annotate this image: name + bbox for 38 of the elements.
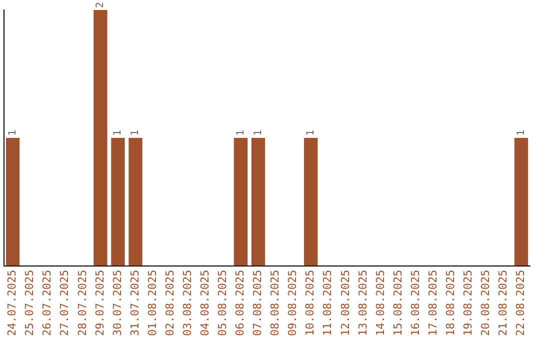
data-label: 2 <box>95 2 106 8</box>
x-tick-label: 02.08.2025 <box>163 270 176 336</box>
x-tick-label: 10.08.2025 <box>304 270 317 336</box>
x-tick-label: 12.08.2025 <box>338 270 352 336</box>
x-tick-label: 17.08.2025 <box>426 270 440 336</box>
x-tick-label: 30.07.2025 <box>110 270 124 336</box>
x-tick-label: 01.08.2025 <box>146 270 159 336</box>
data-label: 1 <box>130 130 142 136</box>
x-tick-label: 22.08.2025 <box>514 270 528 336</box>
x-tick-label: 21.08.2025 <box>496 270 510 336</box>
x-tick-label: 25.07.2025 <box>23 270 36 336</box>
data-label: 1 <box>112 130 124 136</box>
data-label: 1 <box>235 130 246 136</box>
x-tick-label: 09.08.2025 <box>286 270 300 336</box>
x-tick-label: 27.07.2025 <box>58 270 72 336</box>
x-tick-label: 18.08.2025 <box>444 270 457 336</box>
x-tick-label: 28.07.2025 <box>76 270 89 336</box>
x-tick-label: 07.08.2025 <box>251 270 264 336</box>
data-label: 1 <box>252 130 264 136</box>
x-tick-label: 26.07.2025 <box>40 270 54 336</box>
x-tick-label: 31.07.2025 <box>128 270 142 336</box>
x-tick-label: 06.08.2025 <box>234 270 247 336</box>
x-tick-label: 16.08.2025 <box>408 270 422 336</box>
x-tick-label: 13.08.2025 <box>356 270 370 336</box>
x-tick-label: 11.08.2025 <box>321 270 334 336</box>
data-label: 1 <box>516 130 527 136</box>
data-label: 1 <box>305 130 316 136</box>
x-tick-label: 05.08.2025 <box>216 270 230 336</box>
x-tick-label: 04.08.2025 <box>198 270 212 336</box>
x-tick-label: 03.08.2025 <box>180 270 194 336</box>
x-tick-label: 29.07.2025 <box>93 270 106 336</box>
x-tick-label: 08.08.2025 <box>268 270 282 336</box>
data-label: 1 <box>7 130 18 136</box>
x-tick-label: 14.08.2025 <box>374 270 387 336</box>
x-tick-label: 20.08.2025 <box>479 270 492 336</box>
x-tick-label: 19.08.2025 <box>461 270 474 336</box>
x-tick-label: 24.07.2025 <box>6 270 19 336</box>
x-tick-label: 15.08.2025 <box>391 270 404 336</box>
